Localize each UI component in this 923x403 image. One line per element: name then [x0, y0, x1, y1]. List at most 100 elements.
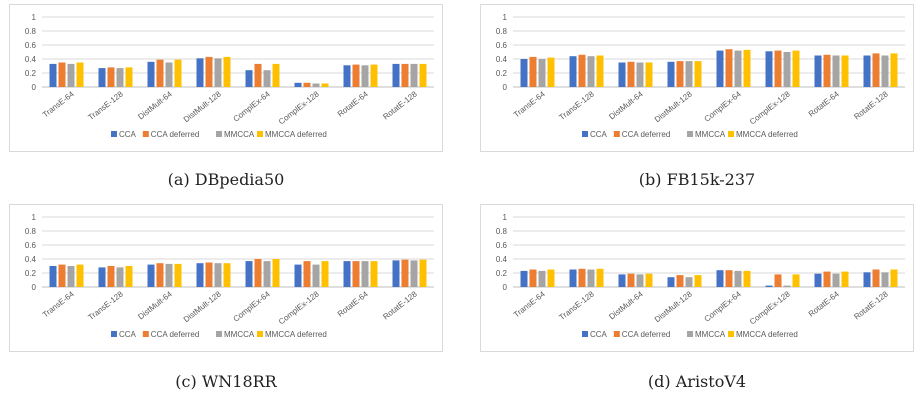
- bar: [147, 61, 155, 87]
- bar: [254, 259, 262, 287]
- bar: [343, 261, 351, 287]
- x-tick-label: RotatE-64: [807, 89, 841, 119]
- bar: [272, 259, 280, 287]
- x-tick-label: TransE-64: [41, 289, 76, 319]
- bar: [392, 260, 400, 287]
- bar: [312, 83, 320, 87]
- bar: [765, 285, 773, 287]
- x-tick-label: DistMult-64: [136, 289, 174, 321]
- x-tick-label: TransE-64: [41, 89, 76, 119]
- x-tick-label: RotatE-128: [381, 289, 419, 321]
- legend-label: CCA deferred: [622, 130, 670, 139]
- y-tick-label: 0.6: [25, 241, 37, 250]
- bar: [618, 62, 626, 87]
- x-tick-label: RotatE-64: [336, 89, 370, 119]
- x-tick-label: RotatE-128: [852, 89, 890, 121]
- legend-swatch: [613, 331, 620, 337]
- bar: [116, 68, 124, 87]
- bar: [401, 63, 409, 87]
- bar: [361, 261, 369, 287]
- x-tick-label: TransE-64: [512, 89, 547, 119]
- bar: [832, 55, 840, 87]
- bar: [125, 67, 133, 87]
- bar: [116, 267, 124, 287]
- legend-swatch: [111, 331, 117, 337]
- y-tick-label: 0.4: [25, 55, 37, 64]
- caption-d: (d) AristoV4: [647, 372, 747, 391]
- x-tick-label: TransE-128: [557, 289, 596, 322]
- y-tick-label: 0.6: [496, 241, 508, 250]
- y-tick-label: 0.8: [496, 27, 508, 36]
- bar: [294, 82, 302, 87]
- bar: [645, 273, 653, 287]
- bar: [147, 264, 155, 287]
- bar: [716, 270, 724, 287]
- bar: [765, 51, 773, 87]
- bar: [547, 269, 555, 287]
- bar: [890, 53, 898, 87]
- bar: [734, 270, 742, 287]
- bar: [783, 285, 791, 287]
- bar: [814, 273, 822, 287]
- x-tick-label: TransE-128: [86, 89, 125, 122]
- bar: [58, 264, 66, 287]
- bar: [841, 271, 849, 287]
- bar: [667, 61, 675, 87]
- bar: [520, 59, 528, 87]
- bar: [156, 263, 164, 287]
- legend-label: MMCCA: [224, 130, 255, 139]
- y-tick-label: 0.2: [25, 269, 37, 278]
- y-tick-label: 1: [32, 213, 37, 222]
- legend-label: CCA deferred: [151, 130, 199, 139]
- legend-swatch: [216, 131, 222, 137]
- bar: [547, 57, 555, 87]
- caption-c: (c) WN18RR: [175, 372, 277, 391]
- x-tick-label: ComplEx-64: [232, 289, 273, 324]
- bar: [627, 61, 635, 87]
- legend-label: CCA: [119, 330, 137, 339]
- bar: [676, 61, 684, 87]
- bar: [863, 55, 871, 87]
- legend-swatch: [142, 131, 149, 137]
- bar: [529, 269, 537, 287]
- y-tick-label: 0: [32, 283, 37, 292]
- bar: [596, 55, 604, 87]
- y-tick-label: 0: [32, 83, 37, 92]
- legend-swatch: [582, 331, 588, 337]
- bar: [872, 53, 880, 87]
- legend-swatch: [142, 331, 149, 337]
- bar: [618, 274, 626, 287]
- x-tick-label: DistMult-64: [136, 89, 174, 121]
- bar: [520, 270, 528, 287]
- bar: [272, 63, 280, 87]
- bar: [196, 263, 204, 287]
- legend-swatch: [257, 131, 263, 137]
- bar: [67, 266, 75, 287]
- bar: [863, 272, 871, 287]
- bar: [165, 263, 173, 287]
- legend-label: MMCCA: [695, 130, 726, 139]
- bar: [569, 269, 577, 287]
- caption-a: (a) DBpedia50: [167, 170, 285, 189]
- bar: [743, 270, 751, 287]
- y-tick-label: 0.8: [25, 27, 37, 36]
- y-tick-label: 0.4: [496, 55, 508, 64]
- x-tick-label: DistMult-64: [607, 89, 645, 121]
- bar: [303, 82, 311, 87]
- bar: [321, 261, 329, 287]
- y-tick-label: 0.4: [25, 255, 37, 264]
- bar: [352, 261, 360, 287]
- bar: [596, 268, 604, 287]
- bar: [667, 277, 675, 287]
- bar: [174, 263, 182, 287]
- bar: [165, 62, 173, 87]
- legend-swatch: [216, 331, 222, 337]
- x-tick-label: ComplEx-64: [703, 289, 744, 324]
- legend-label: MMCCA deferred: [265, 330, 327, 339]
- bar: [725, 270, 733, 287]
- bar: [881, 55, 889, 87]
- bar: [223, 56, 231, 87]
- bar: [343, 65, 351, 87]
- bar: [214, 263, 222, 287]
- bar: [832, 273, 840, 287]
